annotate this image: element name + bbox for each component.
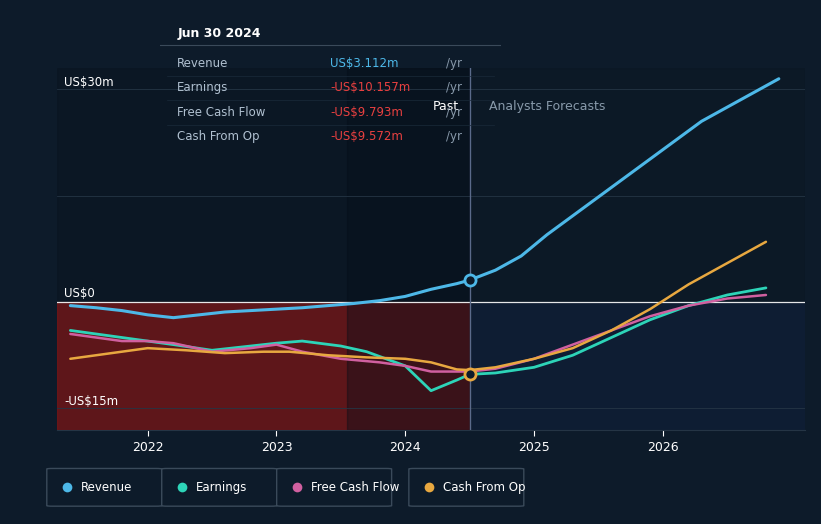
Text: Earnings: Earnings: [177, 81, 228, 94]
Text: US$30m: US$30m: [64, 77, 113, 90]
Text: Cash From Op: Cash From Op: [177, 130, 259, 143]
FancyBboxPatch shape: [277, 468, 392, 506]
Text: Free Cash Flow: Free Cash Flow: [177, 106, 265, 119]
Text: Jun 30 2024: Jun 30 2024: [177, 27, 260, 40]
Text: Revenue: Revenue: [177, 57, 228, 70]
Text: -US$10.157m: -US$10.157m: [330, 81, 410, 94]
Bar: [347, 68, 470, 430]
Text: Cash From Op: Cash From Op: [443, 481, 525, 494]
Bar: [57, 68, 470, 302]
Text: /yr: /yr: [447, 81, 462, 94]
Text: -US$9.793m: -US$9.793m: [330, 106, 403, 119]
Text: Revenue: Revenue: [81, 481, 133, 494]
Text: Earnings: Earnings: [196, 481, 248, 494]
FancyBboxPatch shape: [162, 468, 277, 506]
Text: -US$9.572m: -US$9.572m: [330, 130, 403, 143]
Text: Free Cash Flow: Free Cash Flow: [311, 481, 400, 494]
Bar: [470, 68, 805, 302]
Text: Past: Past: [433, 100, 460, 113]
Bar: [57, 302, 470, 430]
Text: US$0: US$0: [64, 287, 94, 300]
Text: -US$15m: -US$15m: [64, 396, 118, 408]
Bar: [470, 302, 805, 430]
Text: /yr: /yr: [447, 106, 462, 119]
FancyBboxPatch shape: [47, 468, 162, 506]
Text: Analysts Forecasts: Analysts Forecasts: [489, 100, 605, 113]
Text: US$3.112m: US$3.112m: [330, 57, 399, 70]
Text: /yr: /yr: [447, 130, 462, 143]
FancyBboxPatch shape: [409, 468, 524, 506]
Text: /yr: /yr: [447, 57, 462, 70]
